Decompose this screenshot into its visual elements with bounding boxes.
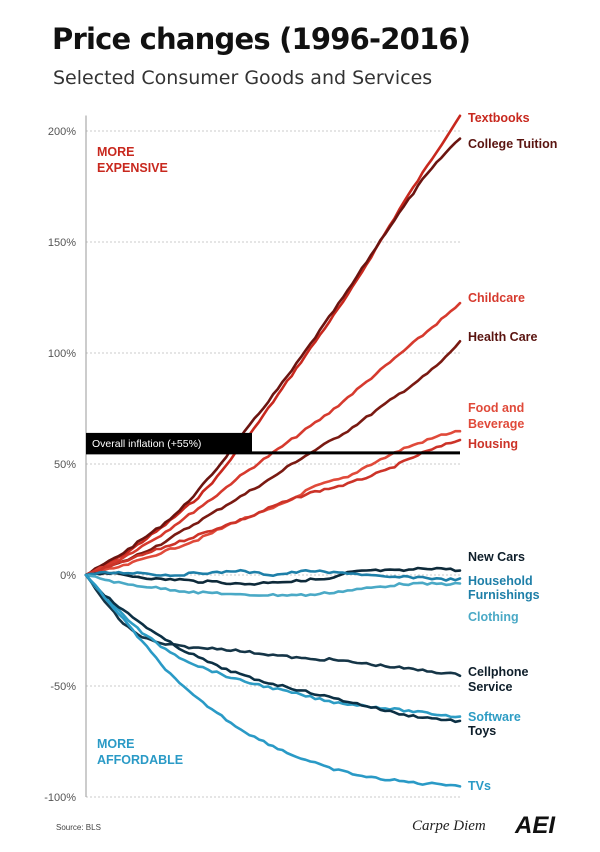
annotation-more-expensive: MORE — [97, 145, 135, 159]
y-tick-label: 50% — [54, 459, 76, 471]
series-label-clothing: Clothing — [468, 610, 519, 624]
series-label-childcare: Childcare — [468, 291, 525, 305]
series-label-household-furnishings: Household — [468, 574, 533, 588]
y-tick-label: 100% — [48, 348, 76, 360]
y-tick-label: -50% — [50, 681, 76, 693]
series-label-college-tuition: College Tuition — [468, 137, 557, 151]
series-label-health-care: Health Care — [468, 330, 538, 344]
series-line-health-care — [84, 340, 462, 577]
series-label-software: Software — [468, 710, 521, 724]
inflation-label-box — [86, 432, 252, 453]
series-label-food-and-beverage: Beverage — [468, 417, 524, 431]
source-note: Source: BLS — [56, 823, 101, 832]
series-label-toys: Toys — [468, 724, 496, 738]
series-line-cellphone-service — [84, 573, 462, 678]
series-label-cellphone-service: Service — [468, 680, 513, 694]
series-label-new-cars: New Cars — [468, 550, 525, 564]
annotation-more-expensive: EXPENSIVE — [97, 161, 168, 175]
series-label-tvs: TVs — [468, 779, 491, 793]
aei-logo: AEI — [514, 812, 556, 839]
inflation-label: Overall inflation (+55%) — [92, 438, 201, 450]
series-line-college-tuition — [84, 137, 462, 577]
series-line-software — [84, 573, 462, 719]
series-line-toys — [84, 573, 462, 724]
credit-text: Carpe Diem — [412, 818, 486, 834]
series-line-new-cars — [84, 566, 462, 586]
series-line-textbooks — [84, 114, 462, 577]
series-label-household-furnishings: Furnishings — [468, 588, 540, 602]
series-line-household-furnishings — [84, 568, 462, 582]
annotation-more-affordable: MORE — [97, 737, 135, 751]
y-tick-label: 150% — [48, 237, 76, 249]
series-line-housing — [84, 438, 462, 577]
series-label-housing: Housing — [468, 437, 518, 451]
chart-title: Price changes (1996-2016) — [52, 22, 471, 56]
series-line-clothing — [84, 573, 462, 598]
chart-subtitle: Selected Consumer Goods and Services — [53, 67, 433, 89]
series-label-textbooks: Textbooks — [468, 111, 530, 125]
y-tick-label: 200% — [48, 126, 76, 138]
y-tick-label: 0% — [60, 570, 76, 582]
series-label-food-and-beverage: Food and — [468, 401, 524, 415]
y-tick-label: -100% — [44, 792, 76, 804]
series-label-cellphone-service: Cellphone — [468, 665, 528, 679]
annotation-more-affordable: AFFORDABLE — [97, 753, 183, 767]
series-line-tvs — [84, 573, 462, 788]
